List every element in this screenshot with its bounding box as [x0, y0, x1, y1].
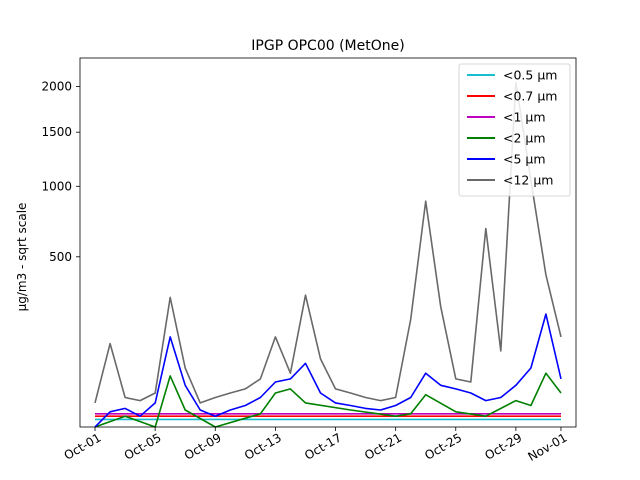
- x-tick-label: Oct-05: [122, 430, 164, 462]
- series-line-5: [94, 81, 562, 404]
- legend-entry: <1 µm: [503, 110, 546, 125]
- x-tick-label: Nov-01: [525, 430, 569, 463]
- legend: <0.5 µm <0.7 µm <1 µm <2 µm <5 µm <12 µm: [458, 63, 571, 197]
- plot-area-frame: [79, 57, 577, 428]
- x-axis-ticks: Oct-01 Oct-05 Oct-09 Oct-13 Oct-17 Oct-21 Oct-…: [62, 427, 569, 464]
- y-axis-ticks: 500 1000 1500 2000: [41, 80, 80, 264]
- legend-entry: <0.5 µm: [503, 68, 557, 83]
- x-tick-label: Oct-17: [302, 430, 344, 462]
- y-tick-label: 2000: [41, 80, 72, 94]
- y-tick-label: 1500: [41, 125, 72, 139]
- y-axis-label: µg/m3 - sqrt scale: [15, 203, 29, 312]
- series-line-3: [94, 372, 562, 428]
- x-tick-label: Oct-13: [242, 430, 284, 462]
- y-tick-label: 500: [49, 250, 72, 264]
- series-layer: [94, 81, 562, 428]
- chart-title: IPGP OPC00 (MetOne): [251, 38, 404, 54]
- legend-entry: <0.7 µm: [503, 89, 557, 104]
- x-tick-label: Oct-09: [182, 430, 224, 462]
- series-line-4: [94, 313, 562, 428]
- x-tick-label: Oct-01: [62, 430, 104, 462]
- x-tick-label: Oct-29: [482, 430, 524, 462]
- legend-entry: <12 µm: [503, 173, 553, 188]
- legend-entry: <2 µm: [503, 131, 546, 146]
- legend-entry: <5 µm: [503, 152, 546, 167]
- x-tick-label: Oct-25: [422, 430, 464, 462]
- y-tick-label: 1000: [41, 179, 72, 193]
- x-tick-label: Oct-21: [362, 430, 404, 462]
